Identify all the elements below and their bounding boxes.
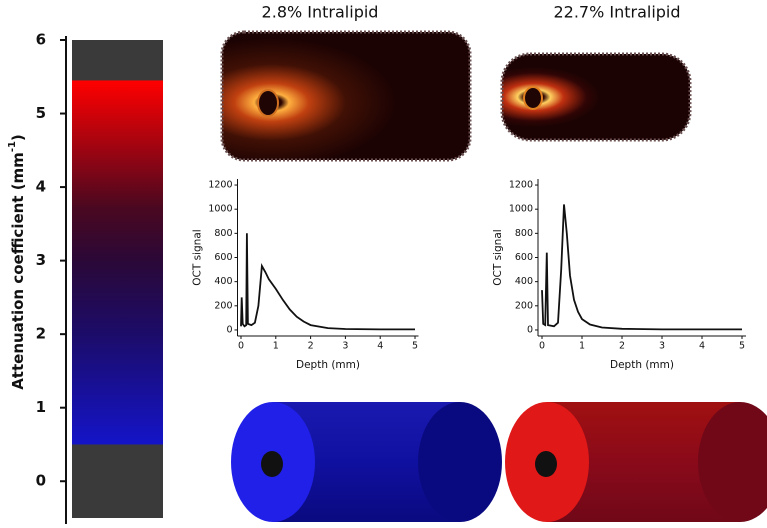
colorbar-label: Attenuation coefficient (mm-1) <box>7 134 27 390</box>
y-axis-label: OCT signal <box>192 229 204 285</box>
x-tick-label: 3 <box>342 341 348 352</box>
y-tick-label: 1000 <box>208 204 232 215</box>
x-tick-label: 4 <box>699 341 705 352</box>
x-tick-label: 1 <box>273 341 279 352</box>
x-tick-label: 1 <box>579 341 585 352</box>
y-tick-label: 400 <box>214 276 232 287</box>
y-tick-label: 0 <box>527 324 533 335</box>
y-axis-label: OCT signal <box>492 229 504 285</box>
y-tick-label: 200 <box>214 300 232 311</box>
label-part: Attenuation coefficient (mm <box>9 152 27 390</box>
y-tick-label: 600 <box>515 252 533 263</box>
x-tick-label: 5 <box>739 341 745 352</box>
x-axis-label: Depth (mm) <box>296 359 360 371</box>
oct-image-1 <box>220 30 472 162</box>
x-tick-label: 4 <box>377 341 383 352</box>
x-tick-label: 5 <box>412 341 418 352</box>
y-tick-label: 600 <box>214 252 232 263</box>
cylinder-blue <box>231 402 502 522</box>
y-tick-label: 3 <box>36 251 46 269</box>
x-tick-label: 0 <box>238 341 244 352</box>
y-tick-label: 4 <box>36 178 46 196</box>
y-tick-label: 1200 <box>208 180 232 191</box>
colorbar-gradient <box>72 80 163 445</box>
label-superscript: -1 <box>7 141 18 152</box>
cylinder-red <box>505 402 767 522</box>
line-series <box>240 233 415 331</box>
x-tick-label: 3 <box>659 341 665 352</box>
y-tick-label: 0 <box>226 324 232 335</box>
y-tick-label: 800 <box>515 228 533 239</box>
y-tick-label: 200 <box>515 300 533 311</box>
line-series <box>541 204 742 331</box>
x-tick-label: 2 <box>308 341 314 352</box>
y-tick-label: 2 <box>36 325 46 343</box>
y-tick-label: 1200 <box>509 180 533 191</box>
y-tick-label: 0 <box>36 472 46 490</box>
y-tick-label: 400 <box>515 276 533 287</box>
y-tick-label: 800 <box>214 228 232 239</box>
label-part: ) <box>9 134 27 141</box>
y-tick-label: 5 <box>36 104 46 122</box>
x-tick-label: 2 <box>619 341 625 352</box>
x-axis-label: Depth (mm) <box>610 359 674 371</box>
y-tick-label: 1000 <box>509 204 533 215</box>
y-tick-label: 1 <box>36 398 46 416</box>
chart-title: 2.8% Intralipid <box>262 3 379 22</box>
x-tick-label: 0 <box>539 341 545 352</box>
y-tick-label: 6 <box>36 31 46 49</box>
chart-title: 22.7% Intralipid <box>553 3 680 22</box>
oct-image-2 <box>500 52 692 142</box>
